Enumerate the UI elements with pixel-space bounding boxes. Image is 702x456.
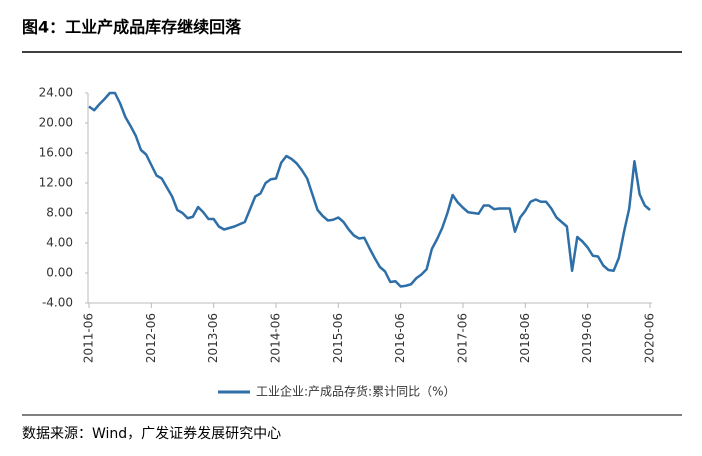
source-note: 数据来源：Wind，广发证券发展研究中心	[22, 426, 281, 442]
y-tick-label: 0.00	[46, 266, 73, 280]
y-tick-label: 24.00	[39, 86, 73, 100]
x-tick-label: 2015-06	[331, 313, 345, 363]
x-tick-label: 2019-06	[580, 313, 594, 363]
y-tick-label: -4.00	[42, 296, 73, 310]
y-tick-label: 12.00	[39, 176, 73, 190]
y-tick-label: 16.00	[39, 146, 73, 160]
legend-label: 工业企业:产成品存货:累计同比（%）	[256, 384, 456, 399]
x-tick-label: 2017-06	[456, 313, 470, 363]
y-tick-label: 8.00	[46, 206, 73, 220]
x-tick-label: 2014-06	[269, 313, 283, 363]
y-tick-label: 4.00	[46, 236, 73, 250]
y-tick-label: 20.00	[39, 116, 73, 130]
x-tick-label: 2011-06	[82, 313, 96, 363]
data-line	[88, 91, 651, 288]
x-tick-label: 2016-06	[393, 313, 407, 363]
x-tick-label: 2018-06	[518, 313, 532, 363]
x-tick-label: 2013-06	[206, 313, 220, 363]
x-tick-label: 2012-06	[144, 313, 158, 363]
chart-title: 图4：工业产成品库存继续回落	[22, 18, 242, 37]
x-tick-label: 2020-06	[643, 313, 657, 363]
